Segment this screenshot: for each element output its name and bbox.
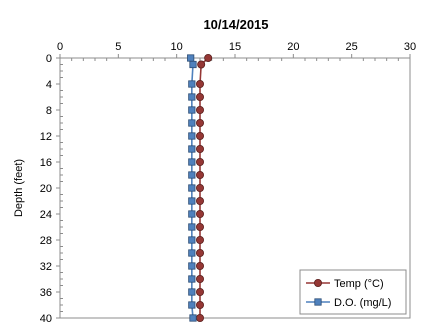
series-do [187, 54, 197, 322]
data-point [188, 249, 196, 257]
data-point [188, 93, 196, 101]
y-tick-label: 4 [46, 79, 52, 91]
data-point [188, 80, 196, 88]
data-point [195, 106, 204, 115]
data-point [188, 236, 196, 244]
data-point [187, 54, 195, 62]
legend-marker [314, 298, 322, 306]
x-axis: 0 5 10 15 20 25 30 [57, 41, 416, 61]
x-tick-label: 25 [346, 41, 358, 53]
series-temp [195, 54, 213, 322]
data-point [195, 170, 204, 179]
legend: Temp (°C) D.O. (mg/L) [299, 269, 407, 315]
data-point [188, 119, 196, 127]
data-point [188, 275, 196, 283]
y-tick-label: 24 [40, 209, 52, 221]
data-point [195, 248, 204, 257]
data-point [195, 80, 204, 89]
data-point [204, 54, 213, 63]
data-point [188, 184, 196, 192]
data-point [195, 196, 204, 205]
data-point [188, 210, 196, 218]
data-point [188, 223, 196, 231]
y-tick-label: 32 [40, 261, 52, 273]
y-axis: 0 4 8 12 16 20 24 28 32 36 40 [40, 53, 63, 325]
data-point [188, 145, 196, 153]
y-tick-label: 0 [46, 53, 52, 65]
series-layer [187, 54, 213, 322]
data-point [189, 60, 197, 69]
y-tick-label: 20 [40, 183, 52, 195]
data-point [197, 60, 206, 69]
data-point [188, 288, 196, 296]
data-point [195, 209, 204, 218]
x-tick-label: 0 [57, 41, 63, 53]
legend-entry-label: D.O. (mg/L) [334, 297, 391, 309]
x-tick-label: 30 [404, 41, 416, 53]
y-tick-label: 40 [40, 313, 52, 325]
data-point [195, 144, 204, 153]
data-point [188, 197, 196, 205]
y-tick-label: 8 [46, 105, 52, 117]
y-tick-label: 12 [40, 131, 52, 143]
data-point [195, 93, 204, 102]
y-tick-label: 16 [40, 157, 52, 169]
data-point [195, 313, 204, 322]
data-point [195, 261, 204, 270]
data-point [195, 287, 204, 296]
data-point [189, 314, 197, 322]
x-tick-label: 15 [229, 41, 241, 53]
legend-entry-label: Temp (°C) [334, 278, 384, 290]
y-tick-label: 36 [40, 287, 52, 299]
y-axis-title: Depth (feet) [13, 159, 25, 217]
data-point [188, 106, 196, 114]
data-point [188, 132, 196, 140]
legend-box [299, 269, 407, 315]
legend-marker [313, 278, 322, 287]
data-point [195, 119, 204, 128]
data-point [195, 157, 204, 166]
data-point [195, 183, 204, 192]
data-point [195, 300, 204, 309]
data-point [188, 158, 196, 166]
x-tick-label: 20 [287, 41, 299, 53]
data-point [188, 171, 196, 179]
chart-title: 10/14/2015 [203, 17, 268, 32]
data-point [195, 222, 204, 231]
data-point [195, 131, 204, 140]
x-tick-label: 10 [171, 41, 183, 53]
data-point [195, 274, 204, 283]
data-point [188, 262, 196, 270]
data-point [188, 301, 196, 309]
y-tick-label: 28 [40, 235, 52, 247]
x-tick-label: 5 [115, 41, 121, 53]
data-point [195, 235, 204, 244]
